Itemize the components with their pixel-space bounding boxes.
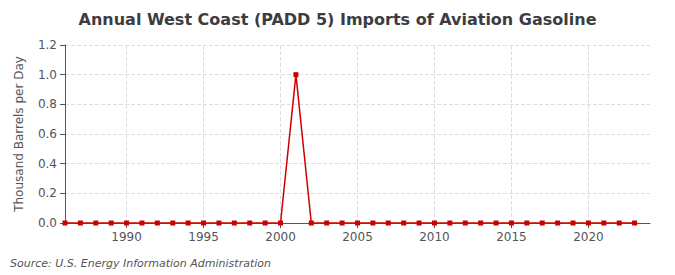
- svg-text:2010: 2010: [419, 230, 450, 244]
- svg-text:Annual West Coast (PADD 5) Imp: Annual West Coast (PADD 5) Imports of Av…: [79, 10, 597, 29]
- svg-text:2005: 2005: [342, 230, 373, 244]
- svg-text:1.2: 1.2: [38, 38, 57, 52]
- svg-text:0.6: 0.6: [38, 127, 57, 141]
- svg-text:Source: U.S. Energy Informatio: Source: U.S. Energy Information Administ…: [10, 257, 271, 270]
- svg-text:1990: 1990: [111, 230, 142, 244]
- svg-text:1995: 1995: [188, 230, 219, 244]
- svg-text:2020: 2020: [573, 230, 604, 244]
- svg-text:0.4: 0.4: [38, 157, 57, 171]
- svg-text:0.2: 0.2: [38, 186, 57, 200]
- svg-text:1.0: 1.0: [38, 68, 57, 82]
- svg-text:Thousand Barrels per Day: Thousand Barrels per Day: [12, 56, 26, 213]
- svg-text:0.0: 0.0: [38, 216, 57, 230]
- svg-text:0.8: 0.8: [38, 97, 57, 111]
- svg-text:2015: 2015: [496, 230, 527, 244]
- svg-text:2000: 2000: [265, 230, 296, 244]
